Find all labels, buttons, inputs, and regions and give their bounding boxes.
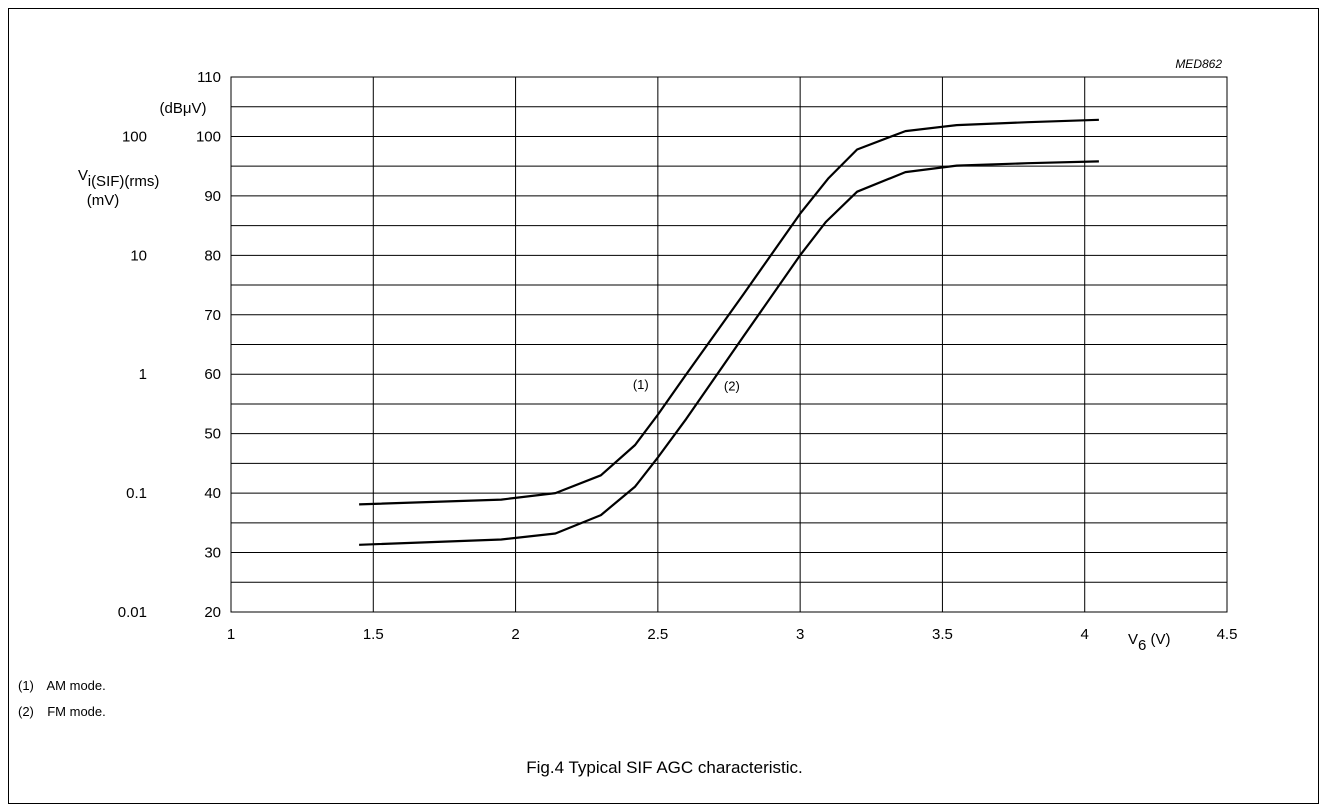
y2-axis-title: Vi(SIF)(rms) <box>78 167 159 190</box>
y2-tick-label: 1 <box>139 366 147 383</box>
series-layer <box>359 118 1099 546</box>
note-fm-mode: (2) FM mode. <box>18 704 106 719</box>
y2-tick-label: 100 <box>122 128 147 145</box>
x-tick-label: 2.5 <box>647 626 668 643</box>
series-label: (1) <box>633 377 649 392</box>
figure-code: MED862 <box>1175 57 1222 71</box>
axis-text: 1 1.5 2 2.5 3 3.5 4 4.520304050607080901001100.… <box>118 69 1238 643</box>
note-number: (2) <box>18 704 34 719</box>
y-tick-label: 60 <box>204 366 221 383</box>
y-tick-label: 30 <box>204 545 221 562</box>
plot-border <box>230 76 1228 613</box>
y-unit-label: (dBμV) <box>160 100 207 117</box>
note-number: (1) <box>18 678 34 693</box>
figure-frame <box>8 8 1319 804</box>
x-tick-label: 1.5 <box>363 626 384 643</box>
y-tick-label: 80 <box>204 247 221 264</box>
y-tick-label: 110 <box>197 69 221 86</box>
x-tick-label: 3 <box>796 626 804 643</box>
y-tick-label: 40 <box>204 485 221 502</box>
y2-axis-title-sub: i(SIF)(rms) <box>88 173 160 190</box>
y-tick-label: 90 <box>204 188 221 205</box>
note-text: FM mode. <box>47 704 106 719</box>
x-axis-title: V6 (V) <box>1128 631 1171 654</box>
y-tick-label: 100 <box>196 128 221 145</box>
x-axis-title-main: V <box>1128 631 1138 648</box>
series-line-am <box>359 118 1099 506</box>
y-tick-label: 70 <box>204 307 221 324</box>
x-axis-title-unit: (V) <box>1146 631 1170 648</box>
y2-tick-label: 0.01 <box>118 604 147 621</box>
y-tick-label: 20 <box>204 604 221 621</box>
figure-caption: Fig.4 Typical SIF AGC characteristic. <box>526 758 803 777</box>
y2-axis-title-main: V <box>78 167 88 184</box>
note-text: AM mode. <box>46 678 106 693</box>
x-tick-label: 4 <box>1081 626 1089 643</box>
x-axis-title-sub: 6 <box>1138 637 1146 654</box>
x-tick-label: 2 <box>511 626 519 643</box>
x-tick-label: 1 <box>227 626 235 643</box>
note-am-mode: (1) AM mode. <box>18 678 106 693</box>
y2-tick-label: 0.1 <box>126 485 147 502</box>
x-tick-label: 3.5 <box>932 626 953 643</box>
series-label: (2) <box>724 378 740 393</box>
series-line-fm <box>359 160 1099 546</box>
y-tick-label: 50 <box>204 426 221 443</box>
y2-axis-unit: (mV) <box>87 192 120 209</box>
x-tick-label: 4.5 <box>1217 626 1238 643</box>
grid <box>231 77 1227 612</box>
y2-tick-label: 10 <box>130 247 147 264</box>
